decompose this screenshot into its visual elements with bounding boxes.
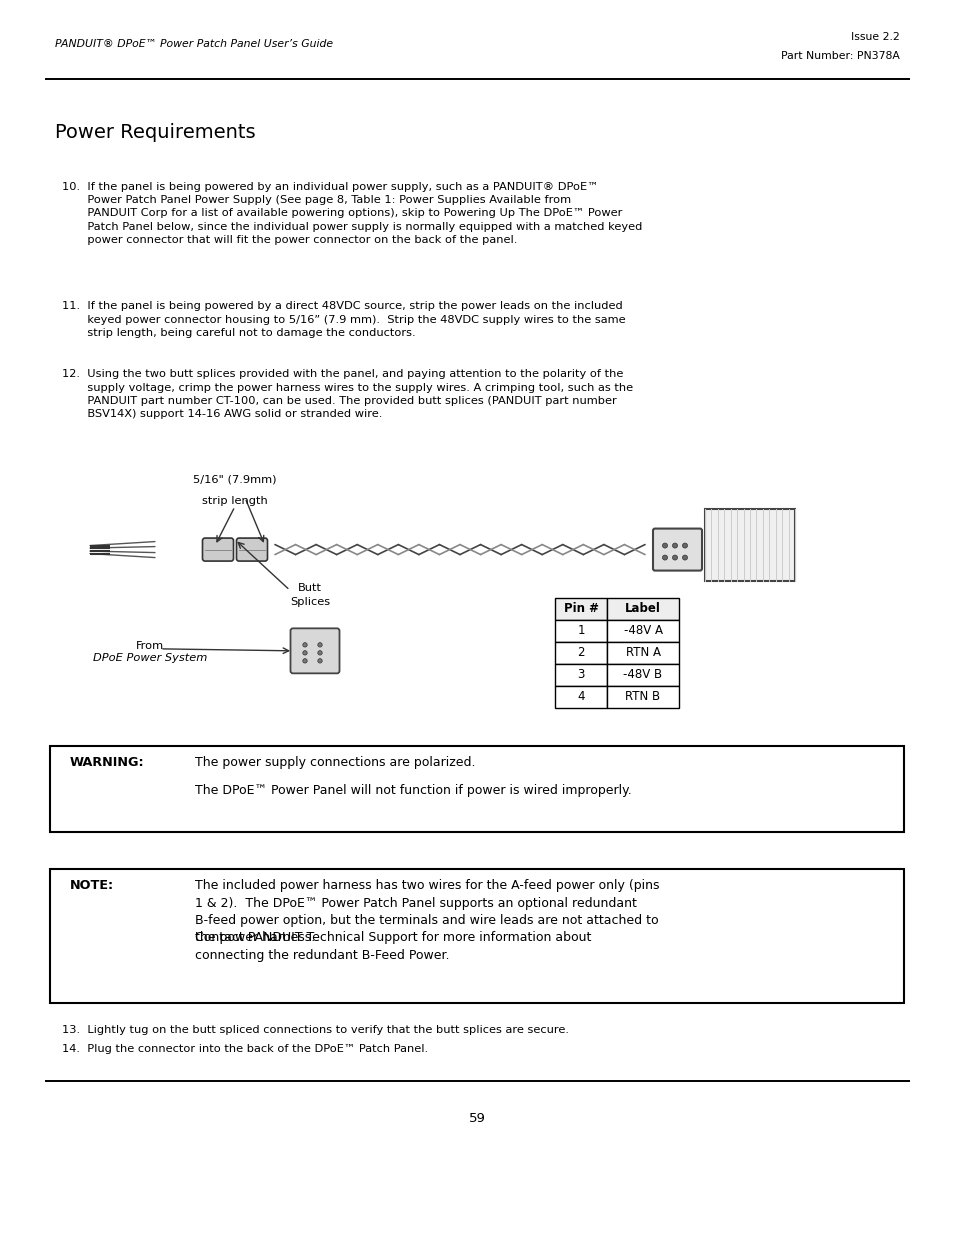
Text: Label: Label [624,603,660,615]
Text: WARNING:: WARNING: [70,756,145,769]
Bar [555,642,606,663]
Text: 59: 59 [468,1112,485,1125]
Circle shape [672,555,677,561]
Text: DPoE Power System: DPoE Power System [92,653,207,663]
Text: 1: 1 [577,624,584,637]
Circle shape [302,642,307,647]
Text: The included power harness has two wires for the A-feed power only (pins
1 & 2).: The included power harness has two wires… [194,879,659,944]
Bar [555,663,606,685]
FancyBboxPatch shape [202,538,233,561]
Circle shape [681,555,687,561]
Text: Contact PANDUIT Technical Support for more information about
connecting the redu: Contact PANDUIT Technical Support for mo… [194,931,591,962]
Bar [704,509,794,580]
Text: Issue 2.2: Issue 2.2 [850,32,899,42]
Circle shape [661,555,667,561]
Text: 14.  Plug the connector into the back of the DPoE™ Patch Panel.: 14. Plug the connector into the back of … [62,1044,428,1053]
Text: 11.  If the panel is being powered by a direct 48VDC source, strip the power lea: 11. If the panel is being powered by a d… [62,301,625,338]
Text: 3: 3 [577,668,584,682]
Text: RTN A: RTN A [625,646,659,659]
Text: RTN B: RTN B [625,690,659,703]
Text: -48V A: -48V A [623,624,661,637]
Circle shape [317,642,322,647]
Text: The power supply connections are polarized.: The power supply connections are polariz… [194,756,475,769]
Text: 2: 2 [577,646,584,659]
FancyBboxPatch shape [291,629,339,673]
Circle shape [302,651,307,655]
FancyBboxPatch shape [236,538,267,561]
Text: -48V B: -48V B [622,668,662,682]
Text: 12.  Using the two butt splices provided with the panel, and paying attention to: 12. Using the two butt splices provided … [62,369,633,420]
Circle shape [661,543,667,548]
Text: The DPoE™ Power Panel will not function if power is wired improperly.: The DPoE™ Power Panel will not function … [194,784,631,797]
Text: 13.  Lightly tug on the butt spliced connections to verify that the butt splices: 13. Lightly tug on the butt spliced conn… [62,1025,568,1035]
Bar [555,620,606,642]
Circle shape [317,651,322,655]
Circle shape [672,543,677,548]
Text: 4: 4 [577,690,584,703]
Text: Power Requirements: Power Requirements [55,124,255,142]
Text: Pin #: Pin # [563,603,598,615]
Text: From: From [135,641,164,651]
Bar [50,869,903,1003]
Text: strip length: strip length [202,496,268,506]
Bar [606,620,679,642]
Bar [50,746,903,832]
Text: 5/16" (7.9mm): 5/16" (7.9mm) [193,474,276,484]
Bar [555,598,606,620]
Text: Butt: Butt [297,583,322,593]
Circle shape [681,543,687,548]
Text: PANDUIT® DPoE™ Power Patch Panel User’s Guide: PANDUIT® DPoE™ Power Patch Panel User’s … [55,40,333,49]
Text: Part Number: PN378A: Part Number: PN378A [781,52,899,62]
Bar [606,663,679,685]
FancyBboxPatch shape [652,529,701,571]
Bar [606,685,679,708]
Text: 10.  If the panel is being powered by an individual power supply, such as a PAND: 10. If the panel is being powered by an … [62,182,641,245]
Bar [606,598,679,620]
Text: Splices: Splices [290,597,330,606]
Bar [555,685,606,708]
Circle shape [317,658,322,663]
Text: NOTE:: NOTE: [70,879,114,893]
Circle shape [302,658,307,663]
Bar [606,642,679,663]
